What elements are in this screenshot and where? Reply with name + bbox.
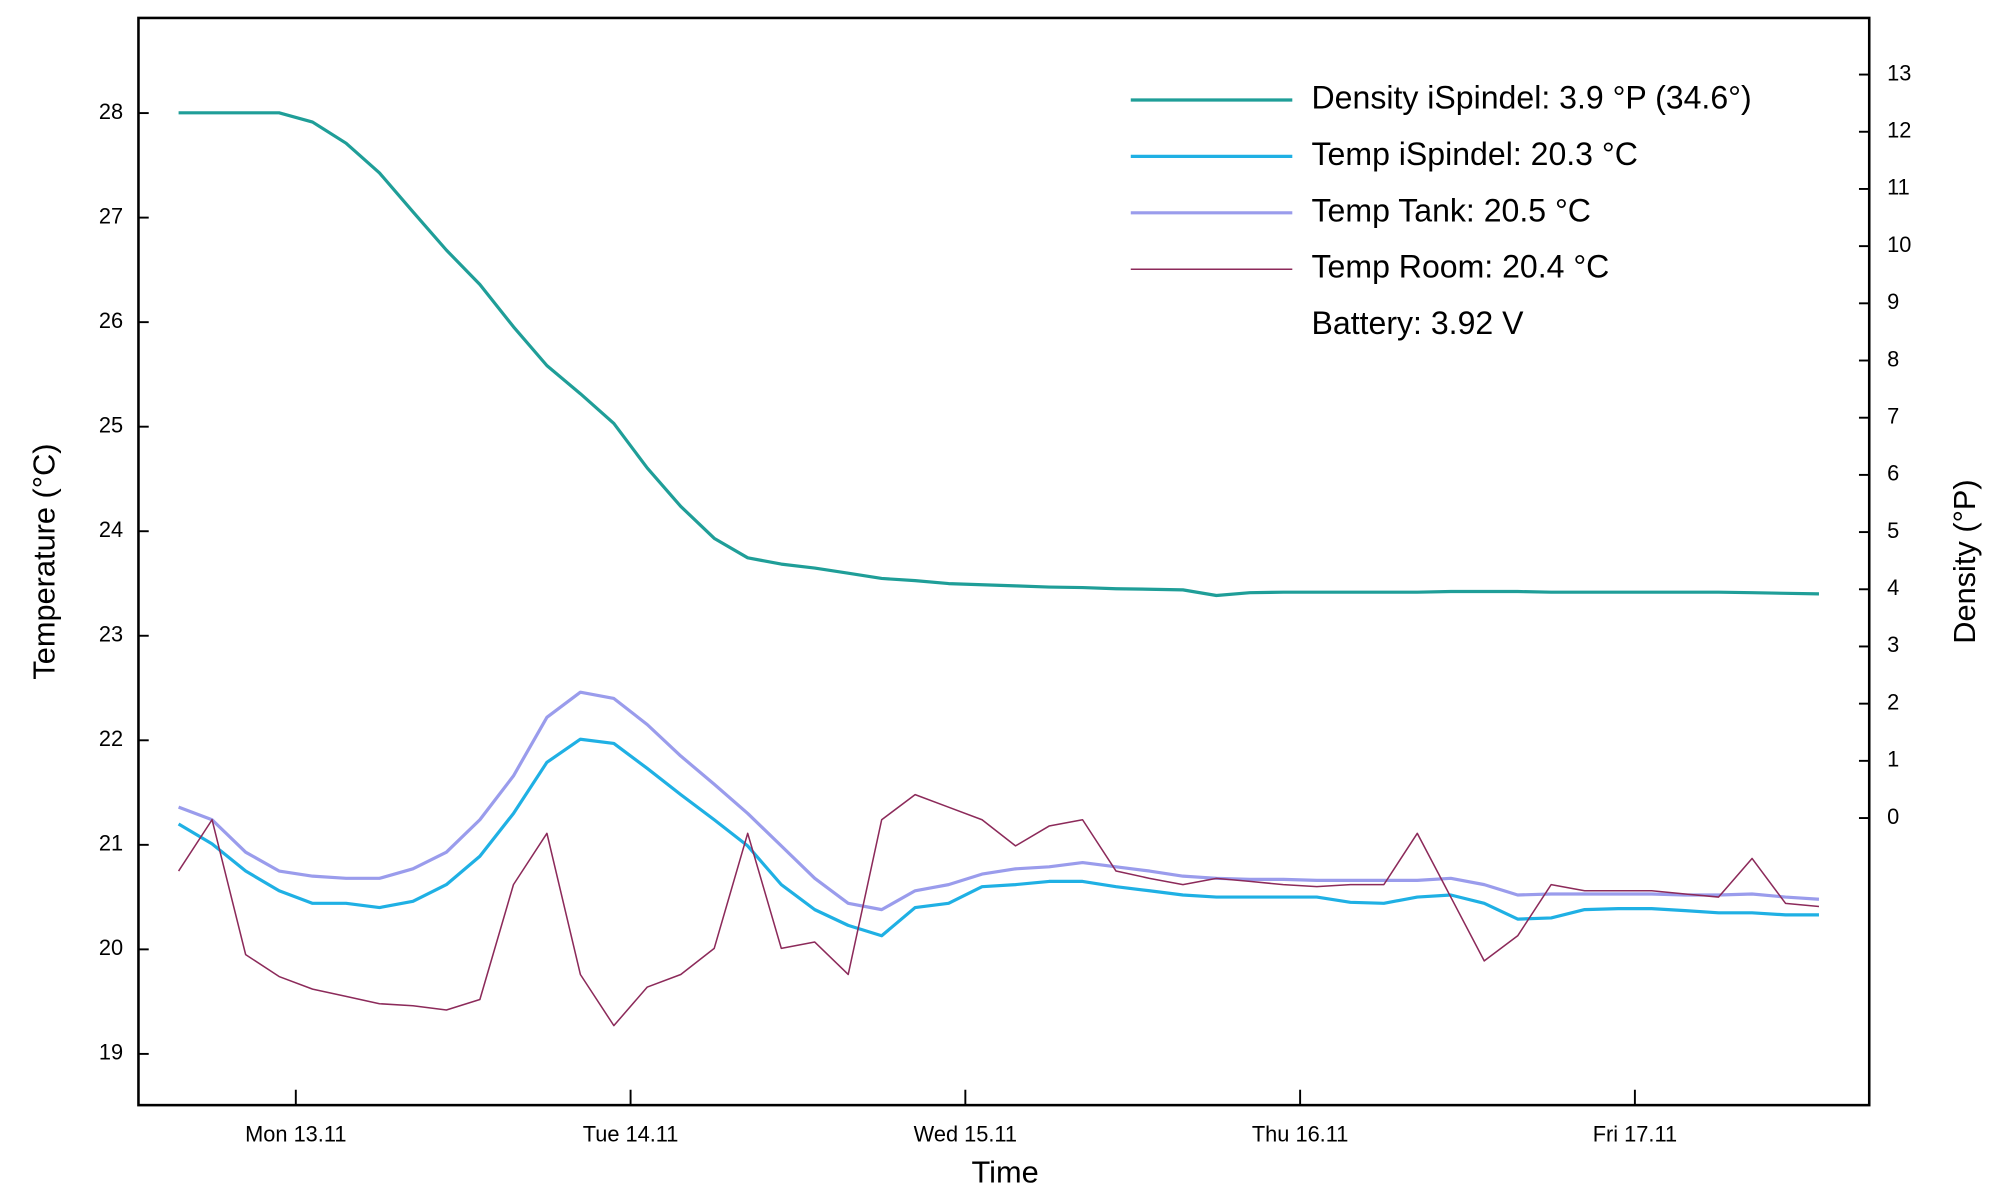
y-tick-label: 27 bbox=[99, 203, 123, 228]
legend-label: Temp iSpindel: 20.3 °C bbox=[1312, 136, 1638, 172]
y2-tick-label: 6 bbox=[1887, 461, 1899, 486]
annotation: Battery: 3.92 V bbox=[1312, 305, 1525, 341]
y2-tick-label: 4 bbox=[1887, 575, 1899, 600]
y2-tick-label: 12 bbox=[1887, 118, 1911, 143]
y-tick-label: 26 bbox=[99, 308, 123, 333]
x-tick-label: Tue 14.11 bbox=[583, 1122, 679, 1147]
series-line bbox=[178, 690, 1820, 912]
legend-label: Temp Tank: 20.5 °C bbox=[1312, 192, 1591, 228]
y-tick-label: 22 bbox=[99, 726, 123, 751]
y-tick-label: 25 bbox=[99, 412, 123, 437]
y2-tick-label: 7 bbox=[1887, 403, 1899, 428]
y2-tick-label: 1 bbox=[1887, 747, 1899, 772]
y-tick-label: 20 bbox=[99, 935, 123, 960]
y2-axis-label: Density (°P) bbox=[1947, 479, 1982, 643]
y-tick-label: 23 bbox=[99, 622, 123, 647]
x-tick-label: Thu 16.11 bbox=[1252, 1122, 1348, 1147]
x-tick-label: Fri 17.11 bbox=[1593, 1122, 1677, 1147]
series-line bbox=[177, 793, 1820, 1027]
x-tick-label: Mon 13.11 bbox=[245, 1122, 346, 1147]
y2-tick-label: 5 bbox=[1887, 518, 1899, 543]
y2-tick-label: 0 bbox=[1887, 804, 1899, 829]
y2-tick-label: 3 bbox=[1887, 632, 1899, 657]
legend-label: Density iSpindel: 3.9 °P (34.6°) bbox=[1312, 79, 1752, 115]
y2-tick-label: 13 bbox=[1887, 60, 1911, 85]
y2-tick-label: 9 bbox=[1887, 289, 1899, 314]
y-tick-label: 28 bbox=[99, 99, 123, 124]
x-tick-label: Wed 15.11 bbox=[914, 1122, 1017, 1147]
plot-frame bbox=[137, 16, 1871, 1107]
series-line bbox=[178, 111, 1819, 598]
y-tick-label: 21 bbox=[99, 831, 123, 856]
y-tick-label: 24 bbox=[99, 517, 123, 542]
y2-tick-label: 11 bbox=[1887, 175, 1910, 200]
y-tick-label: 19 bbox=[99, 1040, 123, 1065]
legend-label: Temp Room: 20.4 °C bbox=[1312, 249, 1610, 285]
y2-tick-label: 8 bbox=[1887, 346, 1899, 371]
y-axis-label: Temperature (°C) bbox=[26, 443, 61, 679]
y2-tick-label: 10 bbox=[1887, 232, 1911, 257]
x-axis-label: Time bbox=[972, 1154, 1039, 1189]
y2-tick-label: 2 bbox=[1887, 689, 1899, 714]
series-line bbox=[177, 737, 1819, 938]
